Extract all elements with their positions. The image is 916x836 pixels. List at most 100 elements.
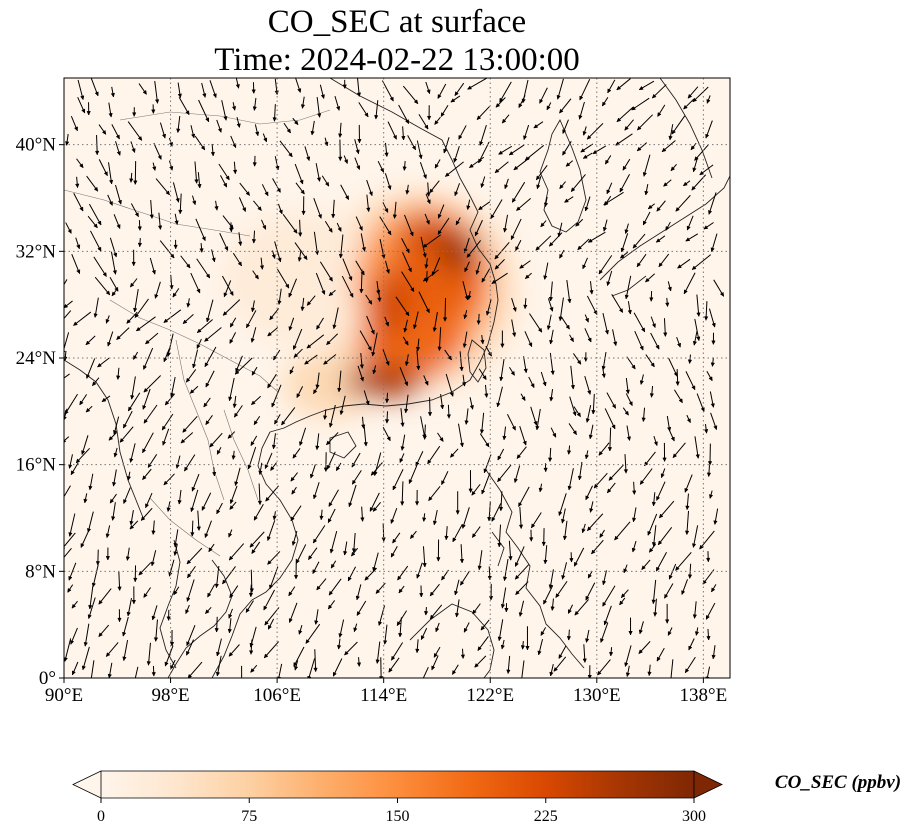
wind-arrow <box>204 327 222 342</box>
wind-arrow <box>253 200 262 211</box>
wind-arrow <box>501 114 510 124</box>
wind-arrow <box>126 471 132 481</box>
wind-arrow <box>330 560 337 569</box>
wind-arrow <box>196 258 211 279</box>
wind-arrow <box>85 335 96 346</box>
wind-arrow <box>257 483 262 506</box>
wind-arrow <box>535 408 541 431</box>
wind-arrow <box>639 374 644 386</box>
wind-arrow <box>584 196 591 212</box>
wind-arrow <box>338 139 343 162</box>
wind-arrow <box>173 529 179 548</box>
wind-arrow <box>356 600 367 617</box>
wind-arrow <box>401 238 410 254</box>
wind-arrow <box>639 468 653 485</box>
wind-arrow <box>71 600 78 609</box>
wind-arrow <box>560 508 566 524</box>
wind-arrow <box>599 529 605 539</box>
wind-arrow <box>611 294 624 314</box>
wind-arrow <box>474 219 483 237</box>
wind-arrow <box>273 349 281 361</box>
wind-arrow <box>81 435 89 456</box>
wind-arrow <box>616 78 631 91</box>
wind-arrow <box>173 586 180 596</box>
wind-arrow <box>602 312 609 335</box>
wind-arrow <box>427 445 441 465</box>
wind-arrow <box>339 395 346 416</box>
wind-arrow <box>543 585 554 605</box>
wind-arrow <box>688 638 695 651</box>
wind-arrow <box>233 405 243 418</box>
wind-arrow <box>293 348 303 358</box>
wind-arrow <box>109 237 118 258</box>
wind-arrow <box>64 485 71 498</box>
title-line-1: CO_SEC at surface <box>268 4 526 40</box>
wind-arrow <box>214 200 219 211</box>
wind-arrow <box>619 251 629 259</box>
wind-arrow <box>196 338 202 350</box>
wind-arrow <box>279 140 293 158</box>
wind-arrow <box>642 154 651 177</box>
wind-arrow <box>105 525 111 539</box>
wind-arrow <box>267 551 281 565</box>
wind-arrow <box>232 395 237 409</box>
wind-arrow <box>319 261 333 282</box>
wind-arrow <box>321 175 330 187</box>
wind-arrow <box>655 551 667 572</box>
wind-arrow <box>523 298 528 310</box>
wind-arrow <box>205 414 213 426</box>
wind-arrow <box>454 579 460 596</box>
wind-arrow <box>289 366 294 375</box>
wind-arrow <box>359 353 364 369</box>
wind-arrow <box>90 78 99 97</box>
wind-arrow <box>123 487 131 505</box>
wind-arrow <box>675 194 691 212</box>
wind-arrow <box>355 216 363 231</box>
wind-arrow <box>253 503 264 521</box>
wind-arrow <box>251 82 256 94</box>
wind-arrow <box>191 473 200 492</box>
wind-arrow <box>515 239 522 252</box>
wind-arrow <box>687 86 699 99</box>
wind-arrow <box>182 314 194 325</box>
wind-arrow <box>425 81 431 95</box>
wind-arrow <box>536 176 542 190</box>
wind-arrow <box>584 314 589 323</box>
wind-arrow <box>634 330 644 351</box>
wind-arrow <box>88 473 94 491</box>
co-plume-layer <box>223 191 517 418</box>
plume-region <box>223 211 384 345</box>
wind-arrow <box>708 490 714 499</box>
wind-arrow <box>68 562 77 581</box>
wind-arrow <box>651 84 667 99</box>
wind-arrow <box>524 144 545 161</box>
wind-arrow <box>638 621 644 635</box>
wind-arrow <box>384 142 389 158</box>
wind-arrow <box>423 606 429 616</box>
wind-arrow <box>229 485 238 505</box>
wind-arrow <box>692 157 698 173</box>
colorbar-extend-max <box>693 770 723 799</box>
wind-arrow <box>495 97 506 108</box>
wind-arrow <box>315 433 320 451</box>
wind-arrow <box>570 365 576 390</box>
wind-arrow <box>328 289 336 297</box>
wind-arrow <box>622 158 631 171</box>
wind-arrow <box>83 493 88 504</box>
colorbar-tick-label: 150 <box>386 808 410 825</box>
wind-arrow <box>589 281 594 295</box>
wind-arrow <box>584 450 589 460</box>
wind-arrow <box>444 161 464 177</box>
wind-arrow <box>336 638 342 650</box>
wind-arrow <box>408 464 418 485</box>
wind-arrow <box>372 552 379 572</box>
wind-arrow <box>227 431 236 439</box>
wind-arrow <box>316 97 322 118</box>
wind-arrow <box>71 254 81 275</box>
wind-arrow <box>653 435 658 447</box>
wind-arrow <box>251 541 261 555</box>
wind-arrow <box>556 78 564 100</box>
wind-arrow <box>434 159 441 169</box>
wind-arrow <box>670 163 677 172</box>
wind-arrow <box>644 273 656 283</box>
